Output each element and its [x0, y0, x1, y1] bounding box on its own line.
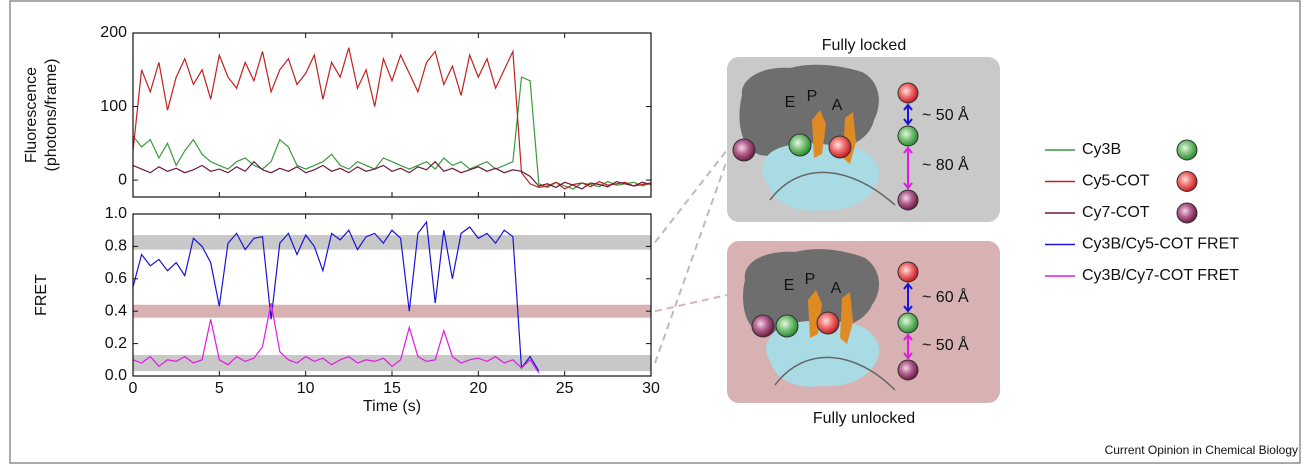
legend-label: Cy5-COT [1082, 173, 1150, 190]
legend-bead [1176, 139, 1198, 161]
series-line [132, 220, 540, 372]
x-axis-label: Time (s) [363, 398, 421, 415]
trna [808, 290, 853, 344]
x-tick-label: 5 [215, 380, 224, 397]
distance-arrow [903, 146, 913, 190]
series-line [132, 76, 652, 190]
series-line [132, 302, 540, 374]
y-tick-label: 0.8 [105, 238, 127, 255]
site-label: A [832, 97, 843, 114]
bead [816, 311, 840, 335]
x-tick-label: 0 [129, 380, 138, 397]
y-tick-label: 200 [100, 24, 127, 41]
bead [897, 82, 919, 104]
small-subunit [765, 320, 880, 387]
site-label: P [805, 271, 816, 288]
locked-panel: Fully locked E P A ~ 50 Å ~ 80 Å [727, 37, 1000, 222]
x-tick-label: 20 [469, 380, 487, 397]
legend-label: Cy3B [1082, 141, 1121, 158]
bead [788, 133, 812, 157]
connector [654, 149, 728, 243]
band [133, 354, 651, 372]
y-tick-label: 0.2 [105, 335, 127, 352]
site-label: A [831, 280, 842, 297]
legend-bead [1176, 171, 1198, 192]
bead [775, 314, 799, 338]
legend-label: Cy3B/Cy7-COT FRET [1082, 267, 1239, 284]
series-line [132, 47, 652, 190]
panel-title: Fully locked [822, 37, 906, 54]
series-line [132, 160, 652, 190]
y-tick-label: 0.6 [105, 270, 127, 287]
y-axis-label: Fluorescence [23, 67, 40, 163]
legend-label: Cy3B/Cy5-COT FRET [1082, 236, 1239, 253]
distance-label: ~ 80 Å [922, 155, 969, 174]
bead [897, 125, 919, 147]
band [133, 235, 651, 250]
connector [654, 294, 728, 313]
distance-label: ~ 60 Å [922, 287, 969, 306]
plot-frame [132, 32, 652, 198]
large-subunit [739, 64, 879, 158]
connector [654, 159, 728, 364]
y-tick-label: 100 [100, 98, 127, 115]
mrna [769, 171, 896, 206]
x-tick-label: 25 [556, 380, 574, 397]
bead [897, 359, 919, 381]
panel-title: Fully unlocked [813, 410, 915, 427]
bead [828, 135, 852, 159]
legend-bead [1176, 202, 1198, 224]
y-tick-label: 0 [118, 171, 127, 188]
bead [751, 314, 775, 338]
mrna [774, 356, 896, 391]
distance-arrow [903, 103, 913, 126]
x-tick-label: 30 [642, 380, 660, 397]
bead [897, 261, 919, 283]
bead [732, 138, 756, 162]
y-tick-label: 0.4 [105, 302, 127, 319]
y-axis-label: FRET [33, 274, 50, 316]
x-tick-label: 10 [297, 380, 315, 397]
y-tick-label: 1.0 [105, 205, 127, 222]
distance-arrow [903, 282, 913, 313]
band [133, 304, 651, 318]
y-axis-label: (photons/frame) [43, 59, 60, 172]
distance-label: ~ 50 Å [922, 335, 969, 354]
legend-label: Cy7-COT [1082, 204, 1150, 221]
y-tick-label: 0.0 [105, 367, 127, 384]
frame [9, 0, 1301, 464]
credit: Current Opinion in Chemical Biology [1105, 443, 1298, 457]
x-tick-label: 15 [383, 380, 401, 397]
site-label: E [785, 94, 796, 111]
distance-label: ~ 50 Å [922, 105, 969, 124]
site-label: E [784, 277, 795, 294]
unlocked-panel: E P A ~ 60 Å ~ 50 Å Fully unlocked [727, 241, 1000, 427]
site-label: P [807, 88, 818, 105]
bead [897, 312, 919, 334]
bead [897, 189, 919, 211]
distance-arrow [903, 333, 913, 360]
